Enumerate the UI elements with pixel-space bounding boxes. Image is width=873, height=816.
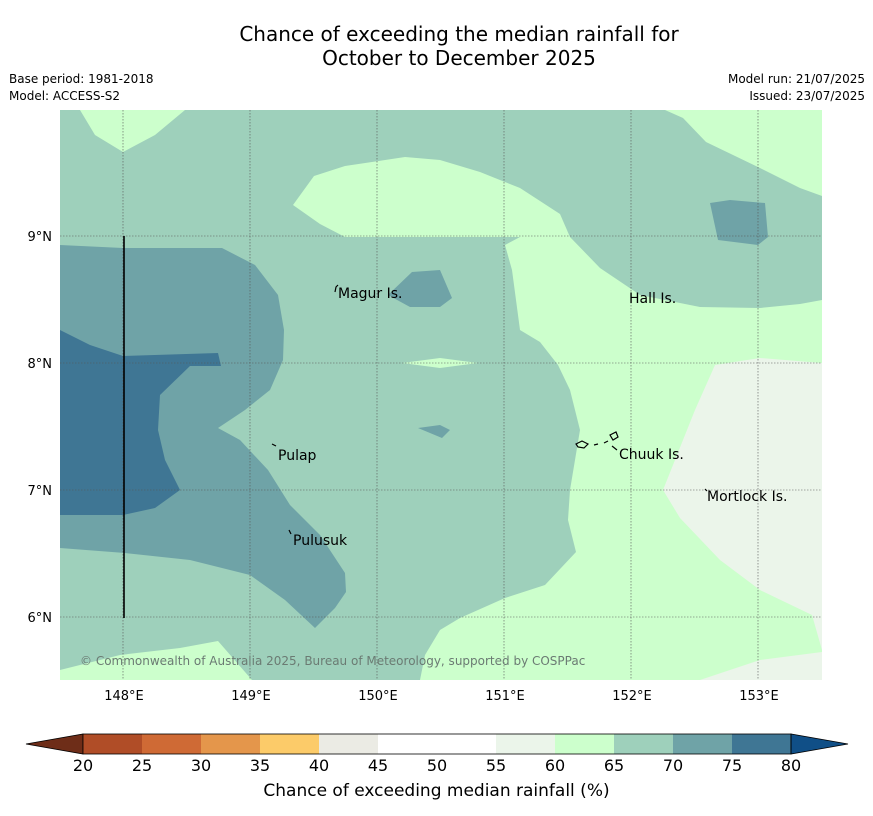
lat-tick: 6°N: [28, 611, 53, 626]
place-label-pulap: Pulap: [278, 448, 317, 464]
map-area: [60, 110, 822, 680]
colorbar-extend-high: [790, 733, 849, 755]
model-info: Base period: 1981-2018 Model: ACCESS-S2: [9, 71, 154, 105]
lon-tick: 152°E: [612, 689, 652, 704]
colorbar-tick-label: 25: [132, 756, 152, 775]
region-70-75-patch-b: [418, 425, 450, 438]
colorbar-segment: [378, 734, 437, 754]
region-55-60: [663, 358, 822, 650]
lon-tick: 149°E: [231, 689, 271, 704]
colorbar-tick-label: 65: [604, 756, 624, 775]
lon-ticks: 148°E 149°E 150°E 151°E 152°E 153°E: [104, 689, 779, 704]
region-60-65-patch: [293, 157, 570, 237]
issued-date: Issued: 23/07/2025: [749, 89, 865, 103]
region-60-65-sliver: [402, 358, 478, 368]
lat-ticks: 9°N 8°N 7°N 6°N: [28, 230, 53, 626]
place-label-pulusuk: Pulusuk: [293, 533, 348, 549]
region-70-75-west: [60, 245, 346, 628]
region-55-60-corner: [700, 652, 822, 680]
model-name: Model: ACCESS-S2: [9, 89, 121, 103]
colorbar-segment: [260, 734, 319, 754]
colorbar-tick-label: 30: [191, 756, 211, 775]
model-run: Model run: 21/07/2025: [727, 72, 865, 86]
island-marks: [271, 284, 708, 535]
region-75-80: [60, 330, 221, 515]
colorbar-segment: [319, 734, 378, 754]
colorbar-tick-label: 55: [486, 756, 506, 775]
lon-tick: 150°E: [358, 689, 398, 704]
lon-tick: 151°E: [485, 689, 525, 704]
colorbar-outline: [82, 733, 792, 755]
colorbar-segment: [732, 734, 791, 754]
lon-tick: 148°E: [104, 689, 144, 704]
colorbar-segment: [496, 734, 555, 754]
copyright-notice: © Commonwealth of Australia 2025, Bureau…: [80, 654, 585, 668]
colorbar-tick-label: 70: [663, 756, 683, 775]
colorbar-label: Chance of exceeding median rainfall (%): [263, 781, 610, 801]
run-info: Model run: 21/07/2025 Issued: 23/07/2025: [728, 71, 865, 105]
place-label-chuuk: Chuuk Is.: [619, 447, 684, 463]
colorbar-segment: [142, 734, 201, 754]
title-line-2: October to December 2025: [322, 46, 596, 70]
colorbar-segment: [673, 734, 732, 754]
place-label-hall: Hall Is.: [629, 291, 676, 307]
colorbar-extend-low: [25, 733, 84, 755]
region-70-75-patch-c: [710, 200, 768, 245]
colorbar-segment: [83, 734, 142, 754]
lat-tick: 9°N: [28, 230, 53, 245]
colorbar-segment: [201, 734, 260, 754]
colorbar-tick-label: 50: [427, 756, 447, 775]
colorbar-tick-label: 60: [545, 756, 565, 775]
base-period: Base period: 1981-2018: [9, 72, 154, 86]
colorbar-tick-label: 40: [309, 756, 329, 775]
map-title: Chance of exceeding the median rainfall …: [0, 22, 873, 70]
colorbar-tick-label: 75: [722, 756, 742, 775]
place-label-mortlock: Mortlock Is.: [707, 489, 787, 505]
colorbar-tick-label: 20: [73, 756, 93, 775]
lat-tick: 8°N: [28, 357, 53, 372]
lon-tick: 153°E: [739, 689, 779, 704]
graticule: [60, 110, 822, 680]
colorbar: 20 25 30 35 40 45 50 55 60 65 70 75 80: [25, 733, 849, 775]
colorbar-segment: [437, 734, 496, 754]
colorbar-tick-label: 45: [368, 756, 388, 775]
lat-tick: 7°N: [28, 484, 53, 499]
region-60-65-corner: [60, 641, 252, 680]
colorbar-segment: [555, 734, 614, 754]
place-label-magur: Magur Is.: [338, 286, 403, 302]
colorbar-segment: [614, 734, 673, 754]
title-line-1: Chance of exceeding the median rainfall …: [239, 22, 679, 46]
region-70-75-patch-a: [388, 270, 452, 307]
colorbar-tick-label: 80: [781, 756, 801, 775]
colorbar-tick-label: 35: [250, 756, 270, 775]
